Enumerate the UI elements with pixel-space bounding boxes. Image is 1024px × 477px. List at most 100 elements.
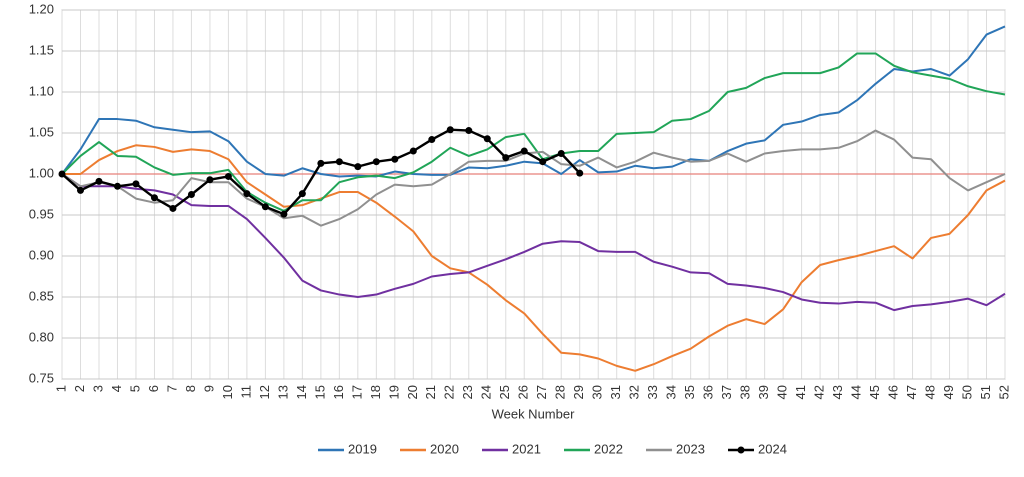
x-tick-label: 27 <box>534 385 549 399</box>
y-tick-label: 0.90 <box>29 247 54 262</box>
data-point <box>483 135 491 143</box>
data-point <box>372 158 380 166</box>
data-point <box>76 186 84 194</box>
data-point <box>95 177 103 185</box>
x-tick-label: 43 <box>830 385 845 399</box>
x-tick-label: 34 <box>664 385 679 399</box>
y-tick-label: 1.05 <box>29 124 54 139</box>
x-tick-label: 36 <box>701 385 716 399</box>
data-point <box>224 172 232 180</box>
x-tick-label: 46 <box>885 385 900 399</box>
data-point <box>465 127 473 135</box>
data-point <box>206 176 214 184</box>
x-tick-label: 4 <box>109 385 124 392</box>
x-tick-label: 14 <box>294 385 309 399</box>
y-tick-label: 0.95 <box>29 206 54 221</box>
x-tick-label: 5 <box>127 385 142 392</box>
series-line <box>62 144 1006 372</box>
x-tick-label: 38 <box>738 385 753 399</box>
x-tick-label: 17 <box>349 385 364 399</box>
x-tick-label: 22 <box>442 385 457 399</box>
y-tick-label: 1.20 <box>29 1 54 16</box>
data-point <box>261 203 269 211</box>
data-point <box>576 169 584 177</box>
x-tick-label: 18 <box>368 385 383 399</box>
x-tick-label: 44 <box>849 385 864 399</box>
data-point <box>280 210 288 218</box>
x-tick-label: 20 <box>405 385 420 399</box>
y-tick-label: 1.00 <box>29 165 54 180</box>
data-point <box>409 147 417 155</box>
series-line <box>61 173 1006 312</box>
data-point <box>335 158 343 166</box>
x-tick-label: 42 <box>812 385 827 399</box>
x-tick-label: 12 <box>257 385 272 399</box>
x-tick-label: 15 <box>312 385 327 399</box>
x-tick-label: 35 <box>682 385 697 399</box>
data-point <box>113 182 121 190</box>
data-point <box>243 190 251 198</box>
data-point <box>428 136 436 144</box>
x-tick-label: 48 <box>922 385 937 399</box>
data-point <box>446 126 454 134</box>
y-tick-label: 1.10 <box>29 83 54 98</box>
x-tick-label: 11 <box>238 385 253 399</box>
legend-label: 2024 <box>758 441 787 456</box>
x-tick-label: 3 <box>90 385 105 392</box>
x-tick-label: 8 <box>183 385 198 392</box>
legend-marker <box>737 446 745 454</box>
legend-label: 2021 <box>512 441 541 456</box>
x-tick-label: 13 <box>275 385 290 399</box>
x-tick-label: 25 <box>497 385 512 399</box>
data-point <box>502 154 510 162</box>
data-point <box>317 159 325 167</box>
x-tick-label: 37 <box>719 385 734 399</box>
x-tick-label: 45 <box>867 385 882 399</box>
x-tick-label: 50 <box>959 385 974 399</box>
x-tick-label: 16 <box>331 385 346 399</box>
data-point <box>150 194 158 202</box>
x-tick-label: 41 <box>793 385 808 399</box>
legend-label: 2020 <box>430 441 459 456</box>
plot-area <box>61 9 1006 380</box>
x-tick-label: 7 <box>164 385 179 392</box>
x-tick-label: 52 <box>996 385 1011 399</box>
y-tick-label: 0.75 <box>29 370 54 385</box>
series-line <box>61 129 1006 227</box>
data-point <box>539 158 547 166</box>
x-tick-label: 2 <box>72 385 87 392</box>
x-tick-label: 10 <box>220 385 235 399</box>
x-tick-label: 51 <box>978 385 993 399</box>
data-point <box>187 191 195 198</box>
x-tick-label: 49 <box>941 385 956 399</box>
x-tick-label: 32 <box>627 385 642 399</box>
y-tick-label: 0.85 <box>29 288 54 303</box>
data-point <box>169 204 177 212</box>
legend-label: 2019 <box>348 441 377 456</box>
x-tick-label: 23 <box>460 385 475 399</box>
x-tick-label: 21 <box>423 385 438 399</box>
x-tick-label: 1 <box>53 385 68 392</box>
x-axis-label: Week Number <box>492 406 576 421</box>
x-tick-label: 24 <box>479 385 494 399</box>
data-point <box>58 170 66 178</box>
data-point <box>298 190 306 198</box>
legend-label: 2022 <box>594 441 623 456</box>
data-point <box>520 147 528 155</box>
series-line <box>61 52 1006 212</box>
x-tick-label: 47 <box>904 385 919 399</box>
data-point <box>391 155 399 163</box>
data-point <box>132 180 140 188</box>
data-point <box>354 163 362 171</box>
x-tick-label: 19 <box>386 385 401 399</box>
y-tick-label: 1.15 <box>29 42 54 57</box>
y-tick-label: 0.80 <box>29 329 54 344</box>
x-tick-label: 40 <box>775 385 790 399</box>
legend-label: 2023 <box>676 441 705 456</box>
data-point <box>557 150 565 157</box>
x-tick-label: 28 <box>553 385 568 399</box>
x-tick-label: 39 <box>756 385 771 399</box>
x-tick-label: 6 <box>146 385 161 392</box>
x-tick-label: 29 <box>571 385 586 399</box>
